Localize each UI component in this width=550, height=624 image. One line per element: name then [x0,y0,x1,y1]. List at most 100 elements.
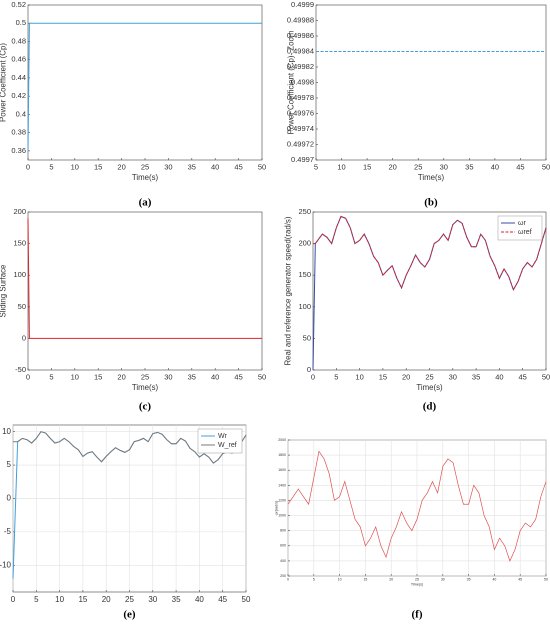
x-tick-label: 45 [519,372,527,381]
y-tick-label: 2000 [278,438,286,442]
plot-area [27,4,263,161]
y-tick-label: 1200 [278,498,286,502]
x-tick-label: 20 [117,372,125,381]
x-tick-label: 5 [314,162,318,171]
data-line [313,215,547,291]
caption: (e) [123,609,136,621]
y-tick-label: 0 [7,494,12,503]
x-tick-label: 40 [195,595,204,604]
legend-box [497,215,543,241]
legend-box [197,428,243,454]
y-tick-label: 0.49986 [287,31,314,40]
y-tick-label: 200 [298,239,311,248]
x-axis-label: Time(s) [132,173,159,182]
data-line [13,431,247,464]
x-tick-label: 45 [518,577,522,581]
y-tick-label: 1800 [278,453,286,457]
y-tick-label: 0 [307,365,311,374]
x-tick-label: 30 [164,162,172,171]
legend-label: ωr [518,220,526,227]
x-tick-label: 20 [389,577,393,581]
x-tick-label: 35 [188,162,196,171]
x-tick-label: 0 [26,372,30,381]
y-tick-label: 200 [13,207,26,216]
y-tick-label: 5 [7,460,12,469]
y-tick-label: 0 [22,333,26,342]
x-tick-label: 0 [11,595,16,604]
x-tick-label: 25 [415,577,419,581]
x-tick-label: 25 [141,162,149,171]
y-tick-label: 100 [298,302,311,311]
y-tick-label: 0.48 [11,36,26,45]
x-tick-label: 30 [449,372,457,381]
x-tick-label: 5 [49,372,53,381]
y-tick-label: 0.4 [16,109,26,118]
x-tick-label: 15 [363,577,367,581]
x-tick-label: 50 [258,372,266,381]
y-tick-label: 0.44 [11,73,26,82]
caption: (d) [423,401,437,413]
x-tick-label: 40 [492,577,496,581]
x-axis-label: Time(s) [416,383,443,392]
x-tick-label: 0 [26,162,30,171]
y-tick-label: -50 [15,365,26,374]
y-tick-label: 0.49982 [287,62,314,71]
caption: (f) [412,609,423,621]
y-tick-label: 1000 [278,513,286,517]
caption: (b) [424,197,438,209]
y-tick-label: 50 [18,302,26,311]
y-tick-label: 0.49976 [287,108,314,117]
x-tick-label: 0 [287,577,289,581]
x-tick-label: 50 [542,372,550,381]
y-tick-label: 800 [280,529,286,533]
x-tick-label: 15 [94,372,102,381]
plot-area [27,211,263,371]
x-tick-label: 35 [472,372,480,381]
data-line [287,450,547,562]
y-tick-label: 0.52 [11,0,26,9]
x-tick-label: 25 [414,162,422,171]
x-tick-label: 10 [71,372,79,381]
y-tick-label: 250 [298,207,311,216]
x-tick-label: 40 [211,372,219,381]
y-tick-label: 600 [280,544,286,548]
y-tick-label: 0.4997 [291,155,314,164]
y-tick-label: 0.49988 [287,15,314,24]
y-tick-label: 150 [298,270,311,279]
x-tick-label: 20 [402,372,410,381]
data-line [27,22,262,151]
y-tick-label: 0.49972 [287,139,314,148]
caption: (a) [139,197,152,209]
y-axis-label: Power Coefficient (Cp) [0,43,7,122]
y-tick-label: 10 [2,427,11,436]
caption: (c) [139,401,152,413]
x-tick-label: 25 [125,595,134,604]
x-tick-label: 15 [363,162,371,171]
x-tick-label: 40 [211,162,219,171]
x-tick-label: 10 [338,577,342,581]
x-tick-label: 25 [425,372,433,381]
x-tick-label: 35 [188,372,196,381]
x-tick-label: 40 [491,162,499,171]
y-tick-label: 400 [280,559,286,563]
x-tick-label: 30 [440,162,448,171]
x-tick-label: 5 [49,162,53,171]
x-tick-label: 50 [258,162,266,171]
x-tick-label: 15 [94,162,102,171]
y-tick-label: 1600 [278,468,286,472]
y-tick-label: 0.49978 [287,93,314,102]
plot-area [315,4,547,161]
y-axis-label: Sliding Surface [0,264,7,317]
y-tick-label: 0.38 [11,128,26,137]
y-axis-label: Real and reference generator speed(rad/s… [283,216,292,365]
x-tick-label: 50 [542,162,550,171]
y-tick-label: 0.5 [16,18,26,27]
y-tick-label: 1400 [278,483,286,487]
x-tick-label: 45 [234,372,242,381]
y-tick-label: 0.4998 [291,77,314,86]
x-tick-label: 45 [218,595,227,604]
x-tick-label: 35 [467,577,471,581]
x-tick-label: 10 [55,595,64,604]
y-tick-label: 0.46 [11,55,26,64]
